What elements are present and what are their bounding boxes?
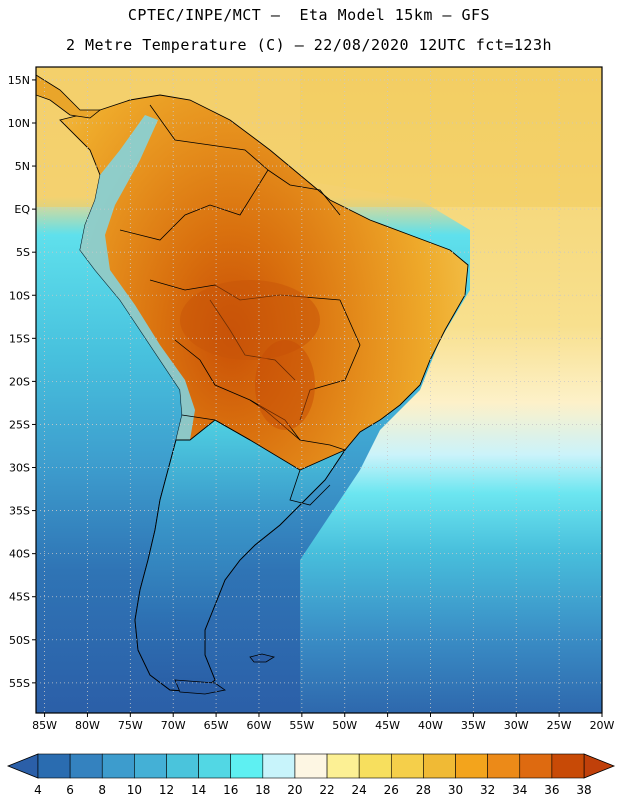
title-line-2: 2 Metre Temperature (C) – 22/08/2020 12U… [65, 36, 553, 54]
colorbar-box [487, 753, 521, 779]
map-field [36, 67, 602, 713]
latitude-axis: 15N 10N 5N EQ 5S 10S 15S 20S 25S 30S 35S 40S 45S 50S 5… [8, 74, 36, 690]
colorbar-label: 14 [191, 783, 206, 797]
title-line-1: CPTEC/INPE/MCT – Eta Model 15km – GFS [127, 6, 491, 24]
colorbar-label: 18 [255, 783, 270, 797]
lat-label: EQ [14, 203, 30, 216]
colorbar-box [230, 753, 264, 779]
lon-label: 70W [161, 719, 186, 732]
lat-label: 5N [15, 160, 30, 173]
colorbar-label: 8 [98, 783, 106, 797]
lat-label: 5S [16, 246, 30, 259]
colorbar-box [358, 753, 392, 779]
colorbar-box [551, 753, 585, 779]
lat-label: 10N [8, 117, 30, 130]
lon-label: 60W [247, 719, 272, 732]
lon-label: 35W [461, 719, 486, 732]
colorbar-label: 24 [352, 783, 367, 797]
colorbar-label: 22 [319, 783, 334, 797]
lat-label: 30S [9, 462, 30, 475]
colorbar-box [326, 753, 360, 779]
colorbar-box [166, 753, 199, 779]
lat-label: 10S [9, 289, 30, 302]
southern-cone [134, 419, 347, 693]
colorbar-label: 36 [544, 783, 559, 797]
longitude-axis: 85W 80W 75W 70W 65W 60W 55W 50W 45W 40W 35W 30W 25W 2… [32, 713, 615, 732]
colorbar-box [455, 753, 488, 779]
heat-core-south [255, 340, 315, 430]
colorbar-high-arrow [583, 753, 616, 779]
colorbar-box [294, 753, 328, 779]
colorbar-box [198, 753, 232, 779]
colorbar-box [262, 753, 296, 779]
lon-label: 85W [32, 719, 57, 732]
lon-label: 40W [418, 719, 443, 732]
lat-label: 20S [9, 375, 30, 388]
lat-label: 45S [9, 591, 30, 604]
colorbar-label: 12 [159, 783, 174, 797]
colorbar-label: 4 [34, 783, 42, 797]
colorbar-box [37, 753, 71, 779]
colorbar-label: 30 [448, 783, 463, 797]
colorbar: 4 6 8 10 12 14 16 18 20 22 24 26 28 30 32 34 36 38 [6, 753, 616, 797]
falkland-islands [249, 653, 276, 663]
colorbar-box [390, 753, 424, 779]
colorbar-low-arrow [6, 753, 39, 779]
lat-label: 40S [9, 548, 30, 561]
central-america [36, 74, 102, 119]
colorbar-box [101, 753, 135, 779]
colorbar-box [69, 753, 103, 779]
atlantic-ocean [300, 67, 602, 713]
lon-label: 80W [75, 719, 100, 732]
colorbar-label: 34 [512, 783, 527, 797]
lon-label: 20W [590, 719, 615, 732]
lon-label: 45W [375, 719, 400, 732]
map-frame [35, 66, 603, 714]
colorbar-label: 26 [384, 783, 399, 797]
lat-label: 15S [9, 332, 30, 345]
lat-label: 55S [9, 677, 30, 690]
andes-cool-strip [80, 115, 195, 440]
colorbar-label: 16 [223, 783, 238, 797]
colorbar-label: 10 [127, 783, 142, 797]
colorbar-label: 6 [66, 783, 74, 797]
lon-label: 30W [504, 719, 529, 732]
lon-label: 50W [332, 719, 357, 732]
colorbar-label: 28 [416, 783, 431, 797]
lat-label: 50S [9, 634, 30, 647]
lat-label: 25S [9, 418, 30, 431]
lon-label: 25W [547, 719, 572, 732]
lat-label: 15N [8, 74, 30, 87]
lon-label: 75W [118, 719, 143, 732]
colorbar-box [519, 753, 553, 779]
colorbar-label: 20 [287, 783, 302, 797]
lat-label: 35S [9, 505, 30, 518]
colorbar-box [134, 753, 167, 779]
colorbar-label: 32 [480, 783, 495, 797]
colorbar-label: 38 [576, 783, 591, 797]
lon-label: 65W [204, 719, 229, 732]
colorbar-box [423, 753, 456, 779]
lon-label: 55W [289, 719, 314, 732]
